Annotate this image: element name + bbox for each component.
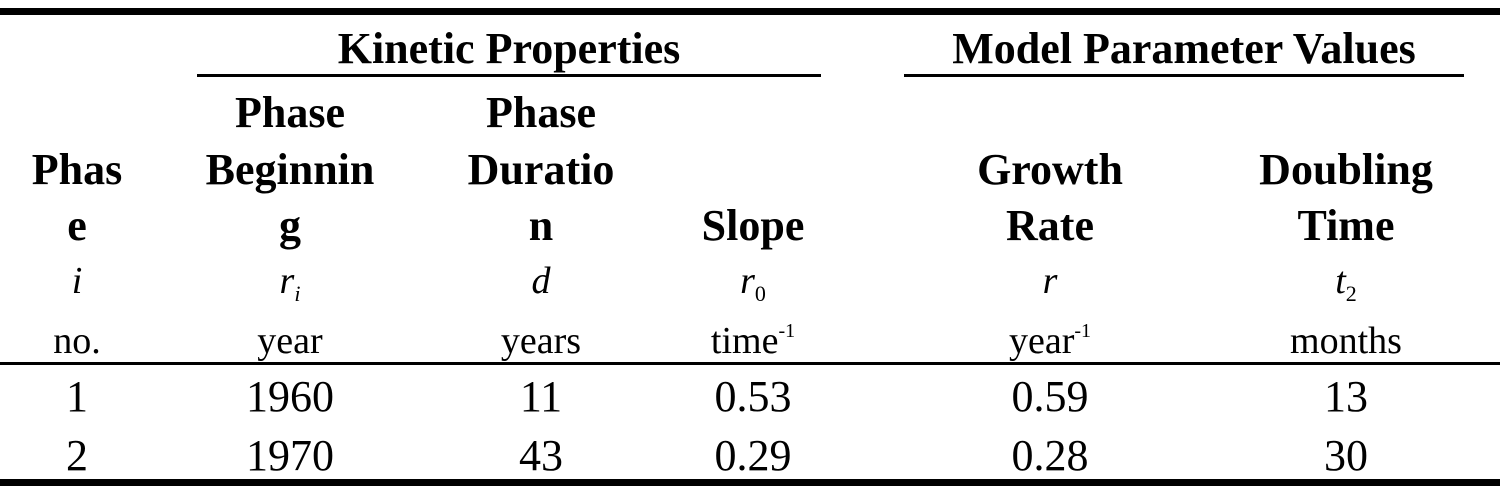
header-phase-beginning-line2: Beginnin bbox=[205, 145, 375, 194]
table-cell: 0.53 bbox=[714, 372, 792, 421]
group-title-kinetic: Kinetic Properties bbox=[337, 24, 681, 73]
header-doubling-time-line1: Doubling bbox=[1259, 145, 1433, 194]
group-rule-model bbox=[904, 74, 1464, 77]
header-phase-duration-line1: Phase bbox=[486, 88, 596, 137]
unit-doubling-time: months bbox=[1290, 320, 1402, 362]
header-slope: Slope bbox=[701, 201, 805, 250]
header-phase-duration-line2: Duratio bbox=[467, 145, 615, 194]
table-cell: 1970 bbox=[246, 431, 334, 480]
header-rule bbox=[0, 362, 1500, 365]
symbol-phase-beginning: ri bbox=[279, 260, 301, 306]
unit-phase-duration: years bbox=[500, 320, 582, 362]
header-phase-line1: Phas bbox=[31, 145, 123, 194]
header-phase-beginning-line1: Phase bbox=[235, 88, 345, 137]
table-cell: 1 bbox=[66, 372, 88, 421]
header-phase-duration-line3: n bbox=[528, 201, 554, 250]
unit-slope: time-1 bbox=[710, 320, 796, 362]
header-growth-rate-line1: Growth bbox=[977, 145, 1123, 194]
header-phase-line2: e bbox=[67, 201, 87, 250]
unit-growth-rate: year-1 bbox=[1008, 320, 1092, 362]
table-cell: 2 bbox=[66, 431, 88, 480]
top-rule bbox=[0, 8, 1500, 15]
symbol-phase: i bbox=[71, 260, 83, 302]
header-doubling-time-line2: Time bbox=[1297, 201, 1395, 250]
symbol-slope: r0 bbox=[740, 260, 766, 306]
table-cell: 43 bbox=[519, 431, 563, 480]
table-cell: 0.28 bbox=[1011, 431, 1089, 480]
group-rule-kinetic bbox=[197, 74, 821, 77]
unit-phase: no. bbox=[53, 320, 101, 362]
table-cell: 0.59 bbox=[1011, 372, 1089, 421]
unit-phase-beginning: year bbox=[257, 320, 323, 362]
table-cell: 1960 bbox=[246, 372, 334, 421]
header-phase-beginning-line3: g bbox=[279, 201, 301, 250]
table-cell: 30 bbox=[1324, 431, 1368, 480]
table-cell: 13 bbox=[1324, 372, 1368, 421]
symbol-growth-rate: r bbox=[1042, 260, 1058, 302]
symbol-phase-duration: d bbox=[531, 260, 551, 302]
table-cell: 0.29 bbox=[714, 431, 792, 480]
table-cell: 11 bbox=[519, 372, 563, 421]
header-growth-rate-line2: Rate bbox=[1006, 201, 1094, 250]
group-title-model: Model Parameter Values bbox=[952, 24, 1416, 73]
symbol-doubling-time: t2 bbox=[1335, 260, 1357, 306]
bottom-rule bbox=[0, 479, 1500, 486]
